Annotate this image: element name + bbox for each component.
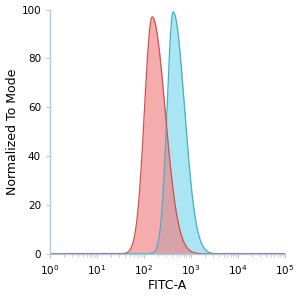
Y-axis label: Normalized To Mode: Normalized To Mode xyxy=(6,69,19,195)
X-axis label: FITC-A: FITC-A xyxy=(148,280,187,292)
